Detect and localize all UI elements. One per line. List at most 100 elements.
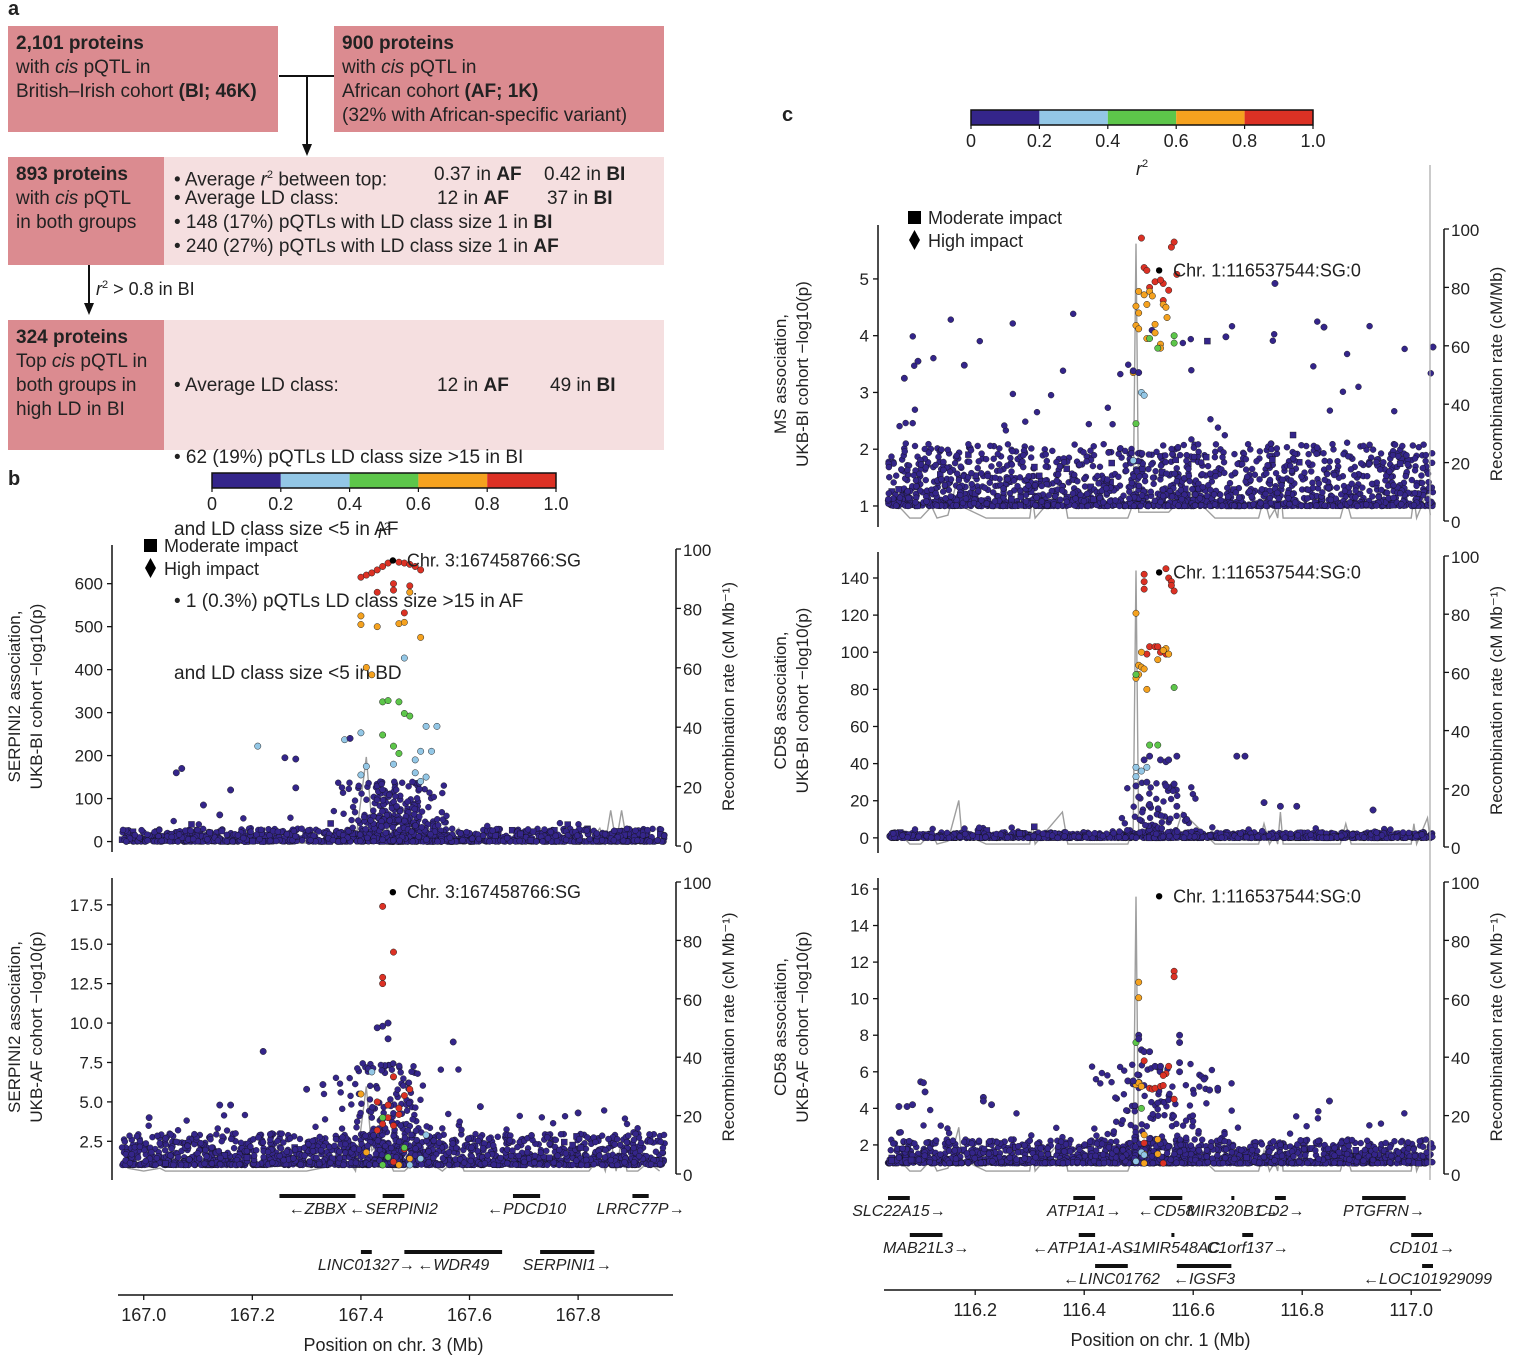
colorbar-bin (1176, 110, 1245, 125)
text: in both groups (16, 212, 137, 233)
text: pQTL in (75, 351, 148, 372)
variant-point (538, 1114, 546, 1121)
variant-point (941, 482, 949, 489)
variant-point (392, 793, 399, 800)
text: African cohort (342, 81, 465, 102)
variant-point (544, 835, 552, 842)
variant-point (440, 782, 448, 789)
variant-point (533, 838, 540, 845)
variant-point (909, 333, 916, 340)
variant-point (247, 1143, 254, 1150)
variant-point (1009, 447, 1016, 455)
variant-point (1401, 345, 1408, 353)
variant-point (236, 1161, 243, 1168)
y-axis-title-line2: UKB-BI cohort −log10(p) (27, 604, 46, 790)
variant-point (387, 1096, 394, 1103)
variant-point-moderate (569, 1141, 576, 1149)
variant-point (1221, 469, 1228, 477)
variant-point (578, 1161, 585, 1169)
variant-point (1230, 502, 1238, 509)
variant-point (395, 1138, 403, 1145)
variant-point-moderate (1031, 463, 1038, 471)
variant-point (136, 1138, 144, 1145)
variant-point (449, 1140, 457, 1147)
variant-point (389, 837, 397, 844)
variant-point (1298, 442, 1305, 449)
variant-point (978, 450, 985, 457)
variant-point (1117, 370, 1124, 378)
variant-point (600, 1107, 608, 1114)
variant-point (395, 816, 402, 824)
variant-point (1069, 490, 1077, 497)
variant-point (996, 461, 1003, 468)
variant-point (1411, 489, 1419, 497)
variant-point-moderate (895, 486, 902, 493)
variant-point (888, 453, 895, 460)
variant-point-r2-bin-2 (395, 698, 403, 706)
variant-point (351, 809, 359, 816)
variant-point-r2-bin-2 (384, 1153, 392, 1161)
variant-point-r2-bin-4 (400, 1092, 408, 1100)
lead-variant-label: Chr. 3:167458766:SG (407, 882, 581, 902)
variant-point (389, 1060, 397, 1067)
variant-point (1080, 449, 1087, 456)
variant-point (409, 778, 416, 786)
legend-moderate-label: Moderate impact (928, 208, 1062, 228)
variant-point (1334, 458, 1341, 465)
text: r (96, 279, 102, 299)
variant-point (195, 821, 203, 828)
variant-point-r2-bin-3 (406, 1155, 414, 1163)
variant-point (1020, 463, 1027, 471)
variant-point (1025, 482, 1032, 489)
variant-point (652, 1148, 660, 1155)
y2-tick-label: 20 (683, 1108, 702, 1127)
variant-point (1123, 467, 1130, 474)
variant-point (240, 815, 247, 822)
variant-point (170, 817, 177, 825)
bullet-avg-ld: • Average LD class: 12 in AF 37 in BI (174, 187, 654, 211)
variant-point (359, 1060, 366, 1067)
variant-point (556, 819, 564, 827)
variant-point (1044, 502, 1051, 509)
variant-point-r2-bin-1 (411, 769, 419, 777)
variant-point (436, 1133, 443, 1140)
variant-point-moderate (327, 820, 334, 827)
text: • 148 (17%) pQTLs with LD class size 1 i… (174, 212, 534, 233)
variant-point (329, 836, 337, 844)
text: 12 in (437, 188, 484, 209)
box-bi-cohort: 2,101 proteins with cis pQTL in British–… (8, 26, 278, 132)
variant-point (922, 476, 929, 484)
variant-point (647, 1161, 655, 1168)
variant-point (561, 1113, 569, 1120)
variant-point (379, 836, 386, 843)
box-both-title: 893 proteins (16, 164, 128, 185)
variant-point-moderate (1396, 460, 1404, 468)
variant-point (1199, 483, 1206, 491)
variant-point (425, 803, 432, 811)
variant-point (342, 1140, 349, 1148)
text: AF (496, 164, 522, 185)
variant-point (1162, 452, 1169, 459)
variant-point (1313, 444, 1321, 451)
variant-point (904, 466, 911, 474)
variant-point (489, 827, 496, 834)
variant-point (509, 1147, 516, 1154)
variant-point (1145, 502, 1152, 510)
text: cis (381, 57, 405, 78)
variant-point (257, 826, 265, 833)
variant-point (434, 1161, 442, 1169)
variant-point (408, 828, 415, 835)
y-tick-label: 200 (75, 747, 103, 766)
variant-point (191, 1161, 198, 1169)
variant-point (1052, 493, 1059, 500)
variant-point (1221, 432, 1229, 439)
variant-point (156, 1140, 163, 1147)
variant-point (469, 835, 476, 842)
variant-point-r2-bin-0 (449, 1038, 457, 1046)
variant-point (1153, 448, 1160, 456)
variant-point (167, 1152, 174, 1159)
variant-point (382, 829, 390, 837)
variant-point-r2-bin-4 (390, 586, 397, 594)
variant-point (547, 828, 554, 836)
